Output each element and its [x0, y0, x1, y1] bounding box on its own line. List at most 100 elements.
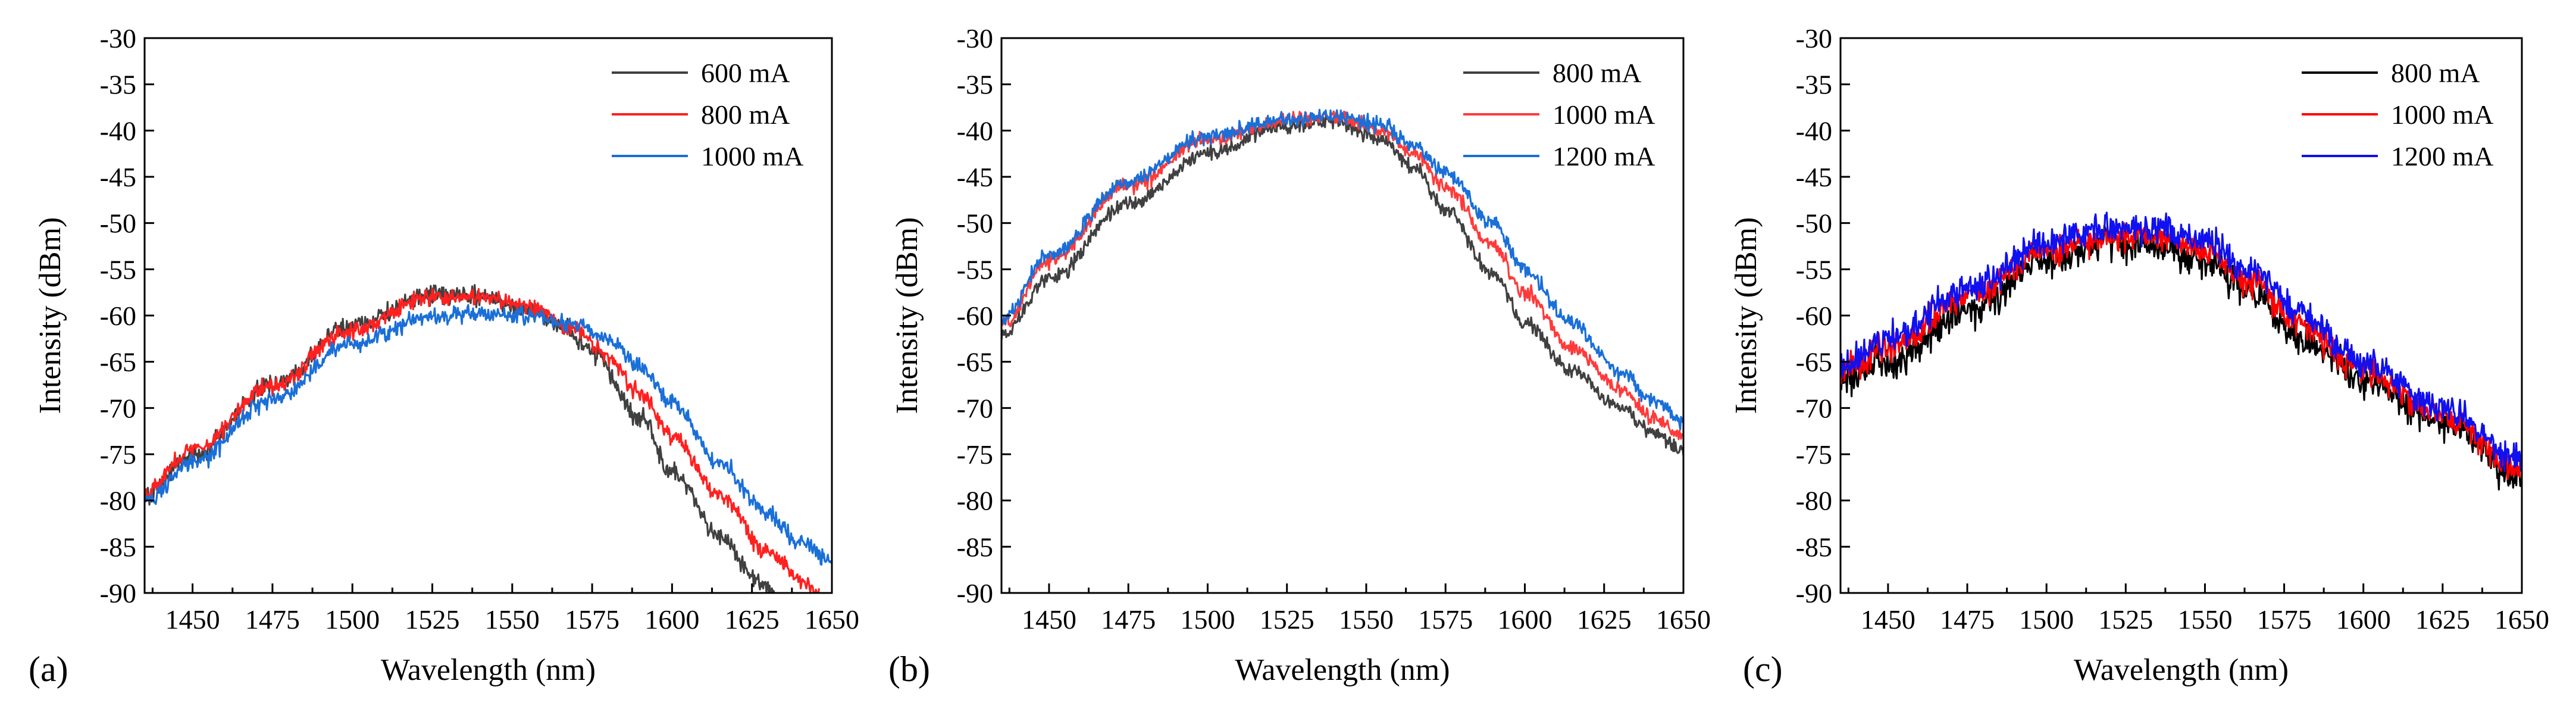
panel-a: 1450 1475 1500 1525 1550 1575 1600 1625 1650 -30 -…: [29, 23, 859, 689]
panel-label: (c): [1743, 650, 1783, 689]
y-tick-label: -30: [1796, 23, 1832, 54]
y-axis-title: Intensity (dBm): [33, 217, 67, 414]
y-tick-label: -55: [957, 254, 993, 285]
series-line-600-ma: [145, 284, 775, 593]
y-tick-label: -30: [100, 23, 136, 54]
x-tick-label: 1600: [1497, 604, 1552, 635]
x-tick-label: 1575: [2257, 604, 2312, 635]
y-tick-label: -90: [1796, 578, 1832, 608]
y-tick-label: -85: [1796, 532, 1832, 562]
panel-b: 1450 1475 1500 1525 1550 1575 1600 1625 1650 -30 -…: [888, 23, 1711, 689]
y-tick-label: -50: [957, 208, 993, 239]
y-tick-label: -85: [100, 532, 136, 562]
legend: 800 mA 1000 mA 1200 mA: [2302, 58, 2494, 171]
x-tick-label: 1525: [2098, 604, 2153, 635]
legend-label: 1000 mA: [1553, 99, 1655, 130]
series-group: [1001, 108, 1683, 457]
x-tick-label: 1550: [2177, 604, 2232, 635]
y-tick-label: -50: [1796, 208, 1832, 239]
legend-label: 800 mA: [1553, 58, 1642, 88]
y-tick-label: -60: [957, 301, 993, 331]
y-tick-label: -65: [957, 347, 993, 377]
y-tick-label: -75: [1796, 439, 1832, 470]
legend-label: 800 mA: [2391, 58, 2480, 88]
y-tick-label: -80: [957, 486, 993, 516]
series-group: [145, 284, 832, 593]
y-axis-title: Intensity (dBm): [890, 217, 924, 414]
y-tick-label: -90: [957, 578, 993, 608]
x-tick-label: 1525: [1260, 604, 1314, 635]
y-axis-title: Intensity (dBm): [1729, 217, 1763, 414]
y-tick-label: -40: [1796, 115, 1832, 146]
series-line-1000-ma: [145, 304, 832, 566]
series-line-800-ma: [145, 288, 821, 593]
y-tick-label: -80: [100, 486, 136, 516]
x-tick-label: 1550: [485, 604, 540, 635]
x-axis-title: Wavelength (nm): [1235, 653, 1450, 687]
y-tick-label: -60: [100, 301, 136, 331]
x-axis-title: Wavelength (nm): [381, 653, 596, 687]
y-tick-label: -70: [1796, 393, 1832, 423]
y-tick-label: -90: [100, 578, 136, 608]
y-tick-label: -55: [1796, 254, 1832, 285]
x-tick-label: 1500: [2019, 604, 2074, 635]
x-tick-label: 1475: [1101, 604, 1156, 635]
y-tick-label: -75: [100, 439, 136, 470]
x-tick-label: 1475: [245, 604, 300, 635]
y-tick-label: -70: [957, 393, 993, 423]
x-tick-label: 1525: [405, 604, 459, 635]
y-tick-label: -35: [1796, 70, 1832, 100]
series-group: [1841, 211, 2522, 491]
series-line-800-ma: [1841, 224, 2522, 491]
x-tick-label: 1500: [325, 604, 380, 635]
y-tick-label: -35: [957, 70, 993, 100]
legend-label: 600 mA: [701, 58, 790, 88]
series-line-800-ma: [1001, 114, 1683, 457]
x-tick-label: 1575: [1418, 604, 1473, 635]
x-tick-label: 1450: [1022, 604, 1076, 635]
series-line-1200-ma: [1841, 211, 2522, 473]
x-tick-label: 1600: [2336, 604, 2391, 635]
x-tick-label: 1600: [644, 604, 699, 635]
y-tick-label: -45: [957, 162, 993, 192]
legend-label: 1000 mA: [701, 141, 804, 171]
series-line-1200-ma: [1001, 108, 1683, 430]
y-tick-label: -35: [100, 70, 136, 100]
y-tick-label: -55: [100, 254, 136, 285]
y-tick-label: -40: [957, 115, 993, 146]
x-tick-label: 1500: [1180, 604, 1235, 635]
x-axis-title: Wavelength (nm): [2074, 653, 2289, 687]
x-tick-label: 1575: [565, 604, 619, 635]
y-tick-label: -50: [100, 208, 136, 239]
legend: 800 mA 1000 mA 1200 mA: [1463, 58, 1655, 171]
x-tick-label: 1475: [1940, 604, 1995, 635]
y-tick-label: -45: [1796, 162, 1832, 192]
y-tick-label: -70: [100, 393, 136, 423]
legend: 600 mA 800 mA 1000 mA: [612, 58, 804, 171]
panel-label: (b): [888, 650, 930, 689]
x-tick-label: 1650: [2494, 604, 2549, 635]
y-tick-label: -45: [100, 162, 136, 192]
series-line-1000-ma: [1841, 222, 2522, 480]
y-tick-label: -30: [957, 23, 993, 54]
legend-label: 1200 mA: [2391, 141, 2494, 171]
y-tick-label: -75: [957, 439, 993, 470]
x-tick-label: 1450: [1861, 604, 1915, 635]
panel-c: 1450 1475 1500 1525 1550 1575 1600 1625 1650 -30 -…: [1729, 23, 2549, 689]
legend-label: 800 mA: [701, 99, 790, 130]
panel-label: (a): [29, 650, 68, 689]
legend-label: 1000 mA: [2391, 99, 2494, 130]
x-tick-label: 1625: [725, 604, 780, 635]
y-tick-label: -65: [100, 347, 136, 377]
x-tick-label: 1625: [1577, 604, 1632, 635]
x-tick-label: 1625: [2415, 604, 2470, 635]
y-tick-label: -85: [957, 532, 993, 562]
y-tick-label: -40: [100, 115, 136, 146]
x-tick-label: 1550: [1339, 604, 1394, 635]
x-tick-label: 1650: [805, 604, 859, 635]
x-tick-label: 1650: [1656, 604, 1711, 635]
y-tick-label: -60: [1796, 301, 1832, 331]
legend-label: 1200 mA: [1553, 141, 1655, 171]
y-tick-label: -65: [1796, 347, 1832, 377]
